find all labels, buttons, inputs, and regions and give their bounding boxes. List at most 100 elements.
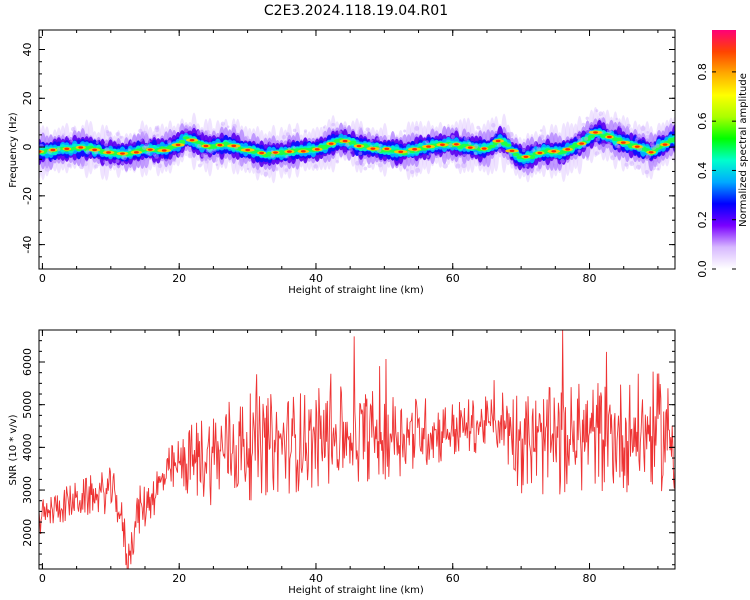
spectrogram-speckle bbox=[177, 152, 183, 158]
spectrogram-speckle bbox=[363, 166, 368, 171]
spectrogram-peak bbox=[133, 151, 139, 154]
spectrogram-speckle bbox=[343, 125, 347, 129]
spectrogram-speckle bbox=[61, 133, 65, 137]
spectrogram-speckle bbox=[356, 129, 363, 135]
spectrogram-speckle bbox=[70, 139, 74, 143]
spectrogram-speckle bbox=[212, 156, 218, 163]
spectrogram-speckle bbox=[655, 143, 660, 148]
spectrogram-speckle bbox=[473, 151, 478, 155]
spectrogram-speckle bbox=[560, 158, 565, 164]
spectrogram-speckle bbox=[377, 162, 383, 168]
spectrogram-peak bbox=[300, 150, 306, 153]
spectrogram-speckle bbox=[205, 130, 211, 136]
spectrogram-peak bbox=[453, 143, 459, 146]
spectrogram-speckle bbox=[644, 170, 649, 175]
spectrogram-speckle bbox=[650, 165, 657, 171]
spectrogram-speckle bbox=[337, 130, 342, 135]
spectrogram-speckle bbox=[56, 147, 61, 151]
spectrogram-speckle bbox=[268, 141, 273, 146]
spectrogram-speckle bbox=[658, 157, 663, 162]
spectrogram-speckle bbox=[645, 153, 651, 160]
spectrogram-speckle bbox=[358, 151, 363, 156]
spectrogram-speckle bbox=[322, 126, 326, 129]
spectrogram-speckle bbox=[237, 161, 243, 166]
spectrogram-peak bbox=[509, 149, 515, 153]
spectrogram-speckle bbox=[256, 169, 261, 174]
spectrogram-speckle bbox=[120, 161, 125, 165]
spectrogram-speckle bbox=[270, 153, 276, 159]
spectrogram-speckle bbox=[66, 135, 70, 138]
spectrogram-speckle bbox=[578, 137, 583, 143]
y-tick-label: 40 bbox=[21, 43, 34, 57]
spectrogram-speckle bbox=[205, 148, 210, 153]
spectrogram-speckle bbox=[274, 166, 279, 171]
spectrogram-speckle bbox=[367, 164, 372, 169]
spectrogram-peak bbox=[565, 148, 571, 151]
spectrogram-speckle bbox=[410, 169, 415, 175]
spectrogram-speckle bbox=[530, 168, 534, 172]
spectrogram-peak bbox=[189, 138, 195, 142]
spectrogram-speckle bbox=[51, 158, 55, 163]
colorbar-tick-label: 0.6 bbox=[696, 112, 709, 130]
spectrogram-speckle bbox=[205, 159, 209, 164]
spectrogram-speckle bbox=[462, 153, 467, 157]
spectrogram-speckle bbox=[615, 117, 618, 121]
spectrogram-image bbox=[39, 107, 675, 184]
spectrogram-speckle bbox=[285, 154, 289, 159]
spectrogram-cell bbox=[504, 143, 512, 147]
spectrogram-speckle bbox=[115, 159, 120, 163]
spectrogram-speckle bbox=[594, 151, 600, 156]
x-tick-label: 60 bbox=[446, 572, 460, 585]
x-tick-label: 80 bbox=[583, 572, 597, 585]
spectrogram-speckle bbox=[436, 154, 441, 159]
spectrogram-speckle bbox=[584, 136, 589, 141]
colorbar-tick-label: 0.0 bbox=[696, 260, 709, 278]
spectrogram-cell bbox=[512, 152, 520, 157]
spectrogram-peak bbox=[620, 141, 626, 144]
spectrogram-peak bbox=[328, 142, 334, 145]
spectrogram-speckle bbox=[629, 161, 635, 167]
spectrogram-speckle bbox=[403, 129, 407, 133]
spectrogram-speckle bbox=[531, 148, 536, 152]
spectrogram-speckle bbox=[463, 135, 470, 141]
spectrogram-cell bbox=[584, 137, 591, 142]
snr-line bbox=[39, 330, 675, 569]
spectrogram-speckle bbox=[595, 109, 599, 113]
spectrogram-peak bbox=[245, 148, 251, 152]
spectrogram-speckle bbox=[196, 143, 202, 149]
x-tick-label: 40 bbox=[309, 572, 323, 585]
spectrogram-speckle bbox=[595, 137, 600, 142]
spectrogram-speckle bbox=[365, 127, 370, 132]
spectrogram-speckle bbox=[138, 137, 143, 142]
spectrogram-speckle bbox=[184, 124, 190, 129]
spectrogram-speckle bbox=[105, 129, 110, 134]
spectrogram-peak bbox=[370, 147, 376, 150]
spectrogram-speckle bbox=[128, 148, 131, 152]
snr-ylabel: SNR (10 * v/v) bbox=[8, 414, 19, 485]
spectrogram-speckle bbox=[67, 163, 72, 168]
spectrogram-speckle bbox=[93, 157, 99, 163]
spectrogram-cell bbox=[671, 136, 675, 143]
spectrogram-speckle bbox=[448, 142, 453, 148]
spectrogram-speckle bbox=[103, 142, 109, 147]
spectrogram-speckle bbox=[426, 155, 430, 158]
spectrogram-peak bbox=[551, 150, 557, 153]
spectrogram-speckle bbox=[496, 142, 502, 148]
spectrogram-speckle bbox=[213, 148, 217, 152]
y-tick-label: 5000 bbox=[21, 391, 34, 419]
spectrogram-speckle bbox=[531, 140, 537, 147]
spectrogram-speckle bbox=[425, 140, 429, 145]
spectrogram-speckle bbox=[582, 144, 587, 149]
spectrogram-speckle bbox=[226, 125, 230, 129]
spectrogram-speckle bbox=[168, 131, 172, 135]
spectrogram-speckle bbox=[476, 125, 481, 130]
spectrogram-speckle bbox=[313, 164, 318, 169]
spectrogram-speckle bbox=[187, 152, 193, 159]
spectrogram-cell bbox=[588, 134, 595, 138]
spectrogram-speckle bbox=[656, 167, 660, 171]
spectrogram-speckle bbox=[284, 168, 289, 173]
spectrogram-speckle bbox=[443, 157, 446, 161]
spectrogram-speckle bbox=[345, 142, 350, 148]
spectrogram-speckle bbox=[287, 147, 291, 151]
spectrogram-speckle bbox=[335, 160, 340, 164]
